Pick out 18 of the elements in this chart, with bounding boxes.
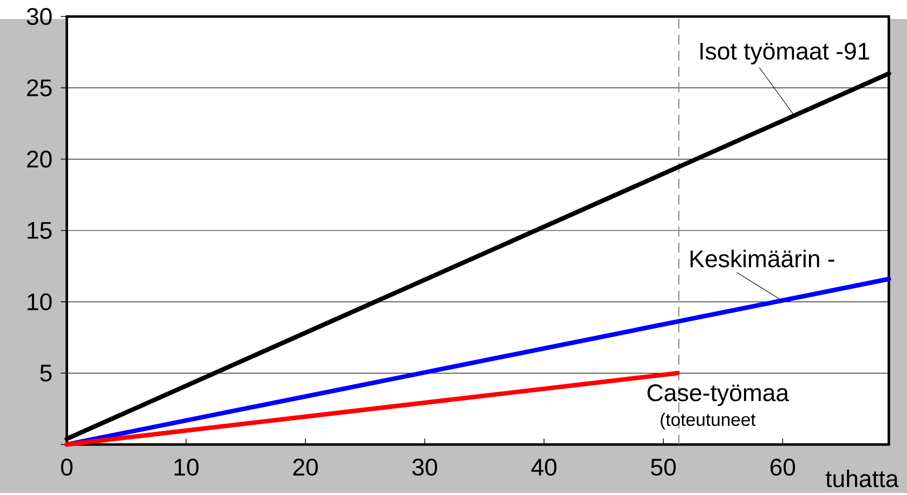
y-tick-label: 15 xyxy=(28,222,52,239)
series-label: Keskimäärin - xyxy=(690,250,834,268)
x-tick-label: 0 xyxy=(61,458,73,476)
y-tick-label: 20 xyxy=(27,150,52,168)
y-tick-label: 5 xyxy=(40,364,52,382)
series-label: Isot työmaat -91 xyxy=(700,42,870,64)
x-axis-title: tuhatta xyxy=(826,470,899,488)
x-tick-label: 40 xyxy=(531,458,556,476)
x-tick-label: 50 xyxy=(650,458,676,476)
x-tick-label: 60 xyxy=(770,458,796,476)
x-tick-label: 30 xyxy=(412,458,438,476)
y-tick-label: 30 xyxy=(26,8,52,25)
y-tick-label: 25 xyxy=(27,79,52,96)
y-tick-label: 10 xyxy=(28,293,52,310)
series-label: Case-työmaa xyxy=(648,384,790,406)
annotation: (toteutuneet xyxy=(660,412,756,430)
x-tick-label: 10 xyxy=(174,458,199,476)
x-tick-label: 20 xyxy=(293,458,318,476)
